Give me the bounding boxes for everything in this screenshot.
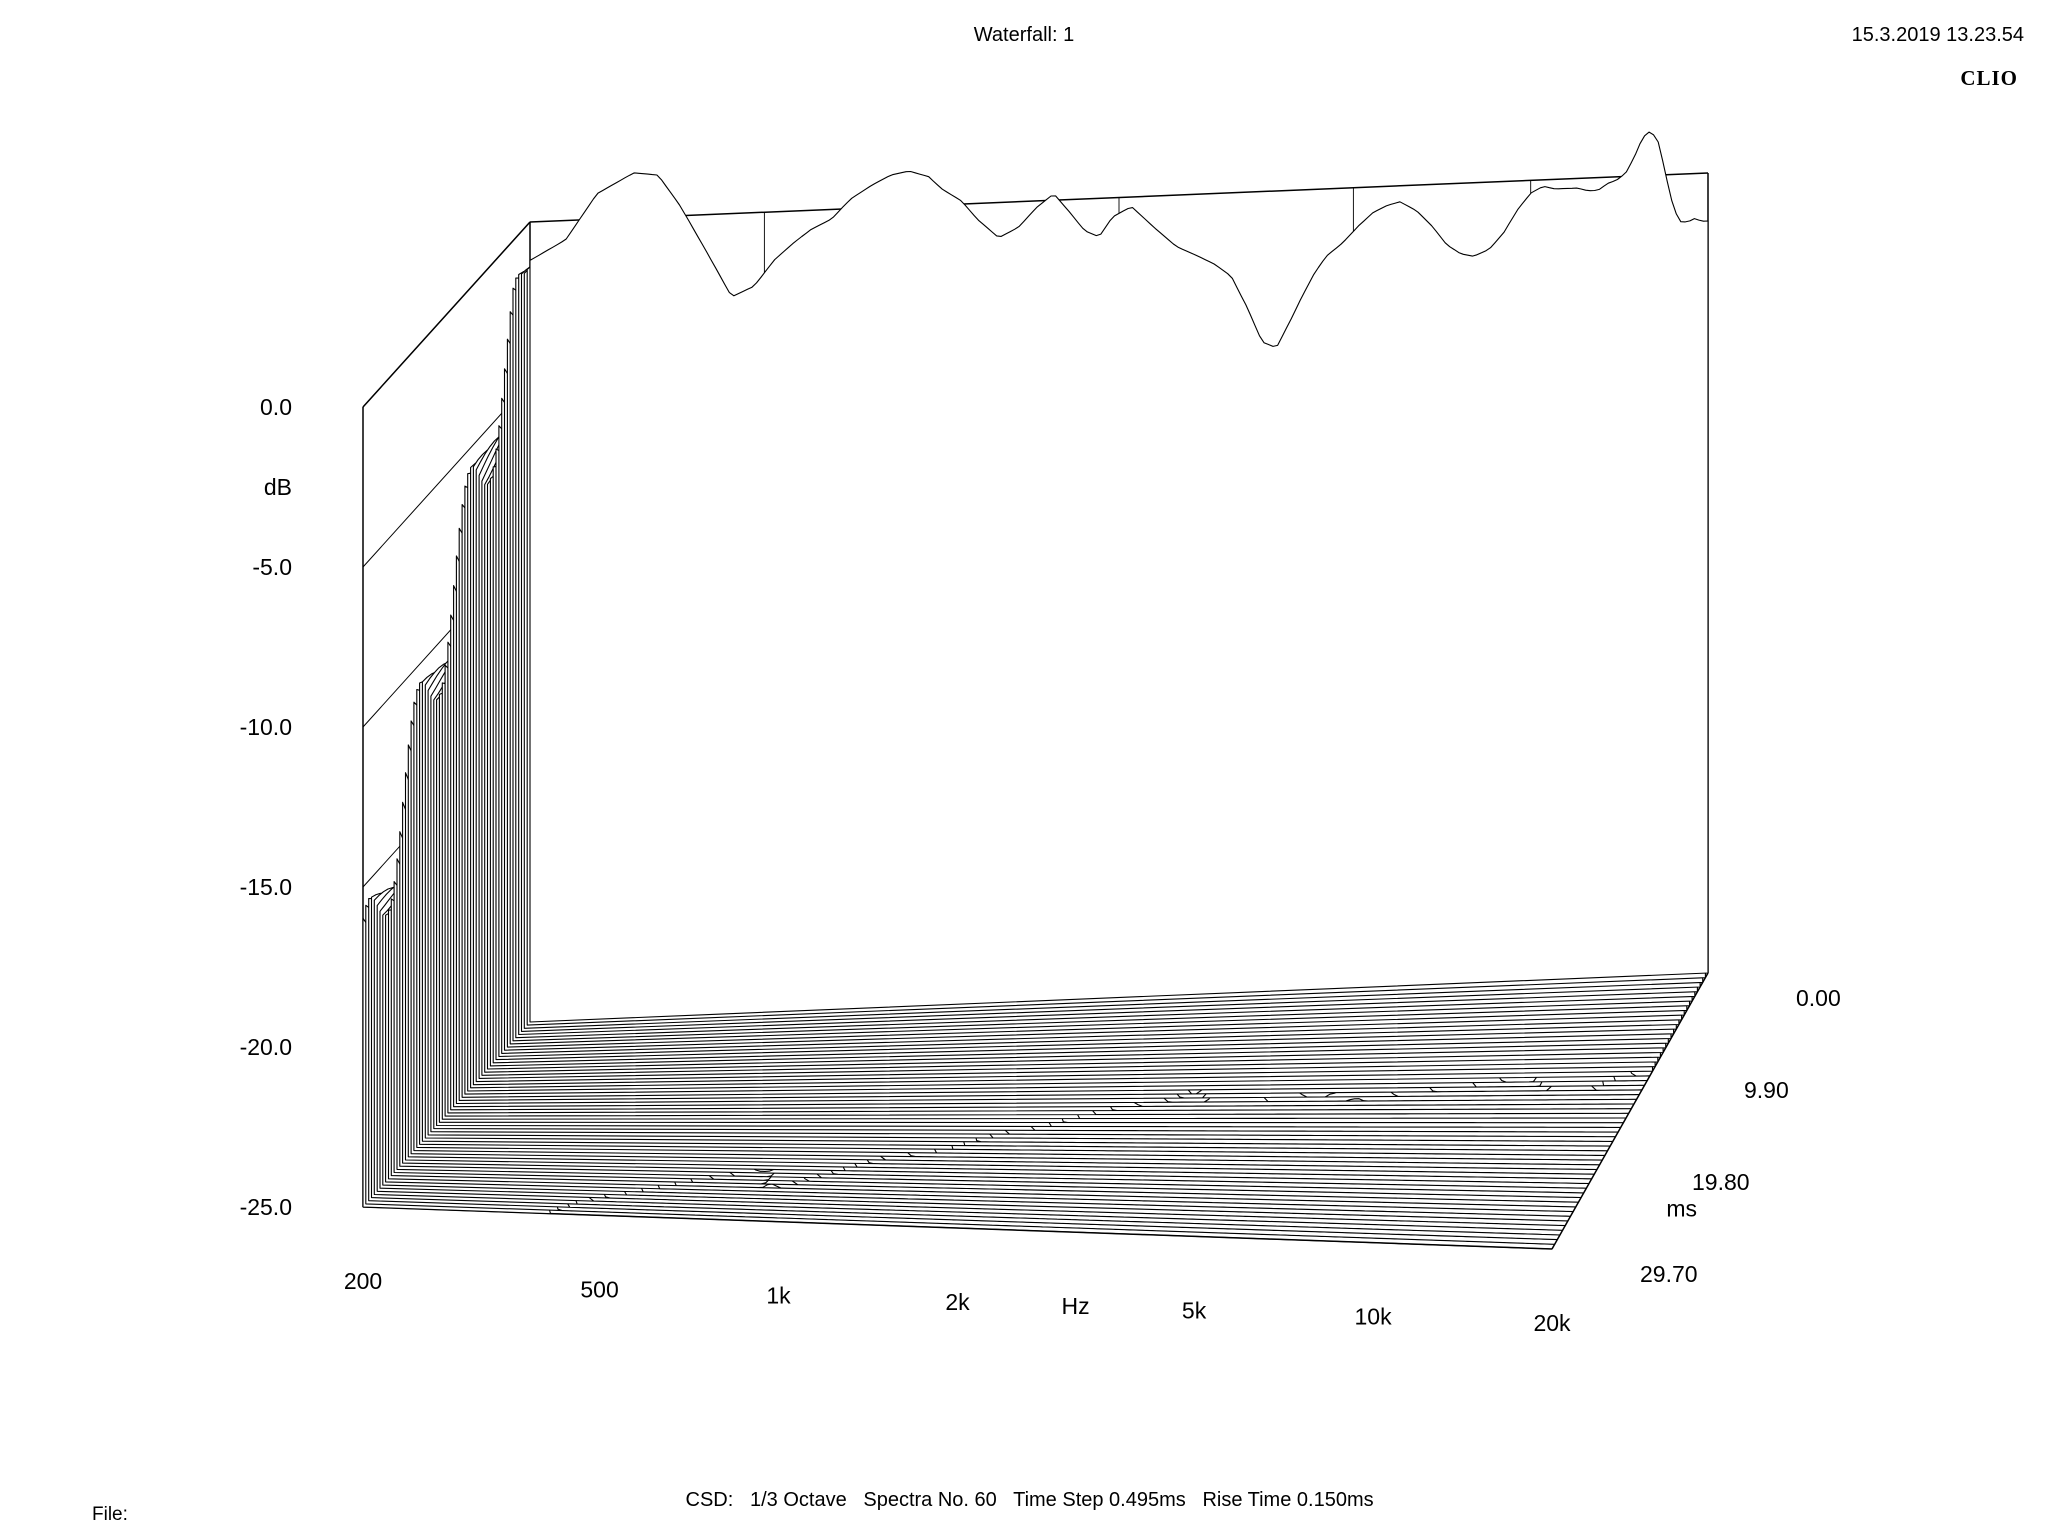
spectrum-line — [365, 904, 1556, 1245]
x-axis-label: Hz — [1062, 1293, 1090, 1319]
z-tick-label: 9.90 — [1744, 1077, 1789, 1103]
z-tick-label: 19.80 — [1692, 1169, 1750, 1195]
y-tick-label: -20.0 — [240, 1034, 292, 1060]
x-tick-label: 20k — [1533, 1310, 1571, 1336]
y-tick-label: -10.0 — [240, 714, 292, 740]
brand-logo: CLIO — [1960, 66, 2018, 90]
spectra-count: Spectra No. 60 — [863, 1489, 997, 1511]
x-tick-label: 200 — [344, 1268, 382, 1294]
spectrum-line — [362, 917, 1553, 1250]
timestamp: 15.3.2019 13.23.54 — [1851, 24, 2024, 46]
x-tick-label: 2k — [945, 1289, 970, 1315]
time-step: Time Step 0.495ms — [1013, 1489, 1186, 1511]
x-tick-label: 500 — [580, 1276, 618, 1302]
rise-time: Rise Time 0.150ms — [1202, 1489, 1374, 1511]
x-tick-label: 10k — [1354, 1304, 1392, 1330]
axis-labels: 0.0 -5.0 -10.0 -15.0 -20.0 -25.0 dB 200 500 1k 2k 5… — [240, 394, 1841, 1336]
x-tick-label: 1k — [766, 1283, 791, 1309]
y-tick-label: -5.0 — [252, 554, 292, 580]
z-axis-label: ms — [1666, 1195, 1697, 1221]
file-label: File: — [92, 1504, 128, 1525]
spectrum-line-front — [529, 131, 1709, 1023]
smoothing-value: 1/3 Octave — [749, 1489, 847, 1511]
x-tick-label: 5k — [1182, 1297, 1207, 1323]
spectra-group — [362, 131, 1709, 1250]
y-tick-label: -25.0 — [240, 1194, 292, 1220]
csd-settings-footer: CSD: 1/3 Octave Spectra No. 60 Time Step… — [0, 1466, 2048, 1512]
y-tick-label: 0.0 — [260, 394, 292, 420]
chart-title: Waterfall: 1 — [973, 24, 1075, 46]
y-axis-label: dB — [264, 474, 292, 500]
csd-label: CSD: — [685, 1489, 734, 1511]
z-tick-label: 29.70 — [1640, 1261, 1698, 1287]
y-tick-label: -15.0 — [240, 874, 292, 900]
z-tick-label: 0.00 — [1796, 985, 1841, 1011]
